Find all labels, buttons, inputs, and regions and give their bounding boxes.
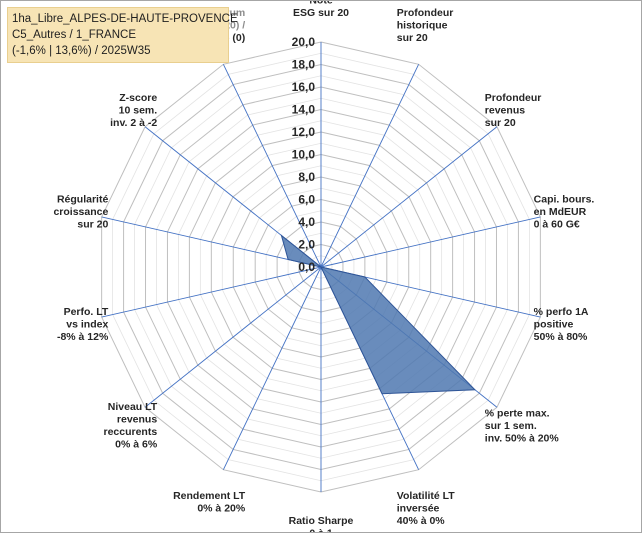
chart-title-box: 1ha_Libre_ALPES-DE-HAUTE-PROVENCE C5_Aut… — [7, 7, 238, 63]
axis-label: Régularité croissance sur 20 — [53, 193, 108, 230]
axis-label: Ratio Sharpe0 à 1 — [289, 515, 354, 532]
tick-label: 6,0 — [298, 193, 315, 207]
series-area — [280, 234, 477, 395]
tick-label: 10,0 — [292, 148, 316, 162]
tick-label: 18,0 — [292, 58, 316, 72]
axis-label: Capi. bours. en MdEUR 0 à 60 G€ — [534, 193, 595, 230]
tick-label: 20,0 — [292, 35, 316, 49]
axis-spoke — [144, 266, 322, 408]
axis-label: Z-score 10 sem. inv. 2 à -2 — [110, 92, 157, 129]
tick-label: 12,0 — [292, 125, 316, 139]
tick-label: 2,0 — [298, 238, 315, 252]
tick-label: 0,0 — [298, 260, 315, 274]
title-line-2: C5_Autres / 1_FRANCE — [12, 29, 136, 41]
title-line-3: (-1,6% | 13,6%) / 2025W35 — [12, 45, 151, 57]
axis-label: Rendement LT 0% à 20% — [173, 490, 246, 515]
axis-spoke — [320, 216, 541, 268]
axis-label: % perfo 1A positive 50% à 80% — [534, 306, 589, 343]
axis-label: Profondeur revenus sur 20 — [485, 92, 542, 129]
axis-spoke — [222, 266, 322, 470]
axis-label: Volatilité LT inversée 40% à 0% — [397, 490, 456, 527]
tick-label: 4,0 — [298, 215, 315, 229]
axis-spoke — [320, 64, 420, 268]
axis-spoke — [320, 126, 498, 268]
axis-spoke — [222, 64, 322, 268]
axis-label: Profondeur historique sur 20 — [397, 7, 454, 44]
tick-label: 8,0 — [298, 170, 315, 184]
axis-label: Perfo. LT vs index -8% à 12% — [57, 306, 109, 343]
axis-spoke — [101, 266, 322, 318]
tick-label: 16,0 — [292, 80, 316, 94]
axis-label: NoteESG sur 20 — [293, 1, 349, 19]
title-line-1: 1ha_Libre_ALPES-DE-HAUTE-PROVENCE — [12, 13, 238, 25]
axis-label: Niveau LT revenus reccurents 0% à 6% — [103, 401, 157, 451]
axis-spoke — [101, 216, 322, 268]
axis-label: % perte max. sur 1 sem. inv. 50% à 20% — [485, 407, 560, 444]
tick-label: 14,0 — [292, 103, 316, 117]
